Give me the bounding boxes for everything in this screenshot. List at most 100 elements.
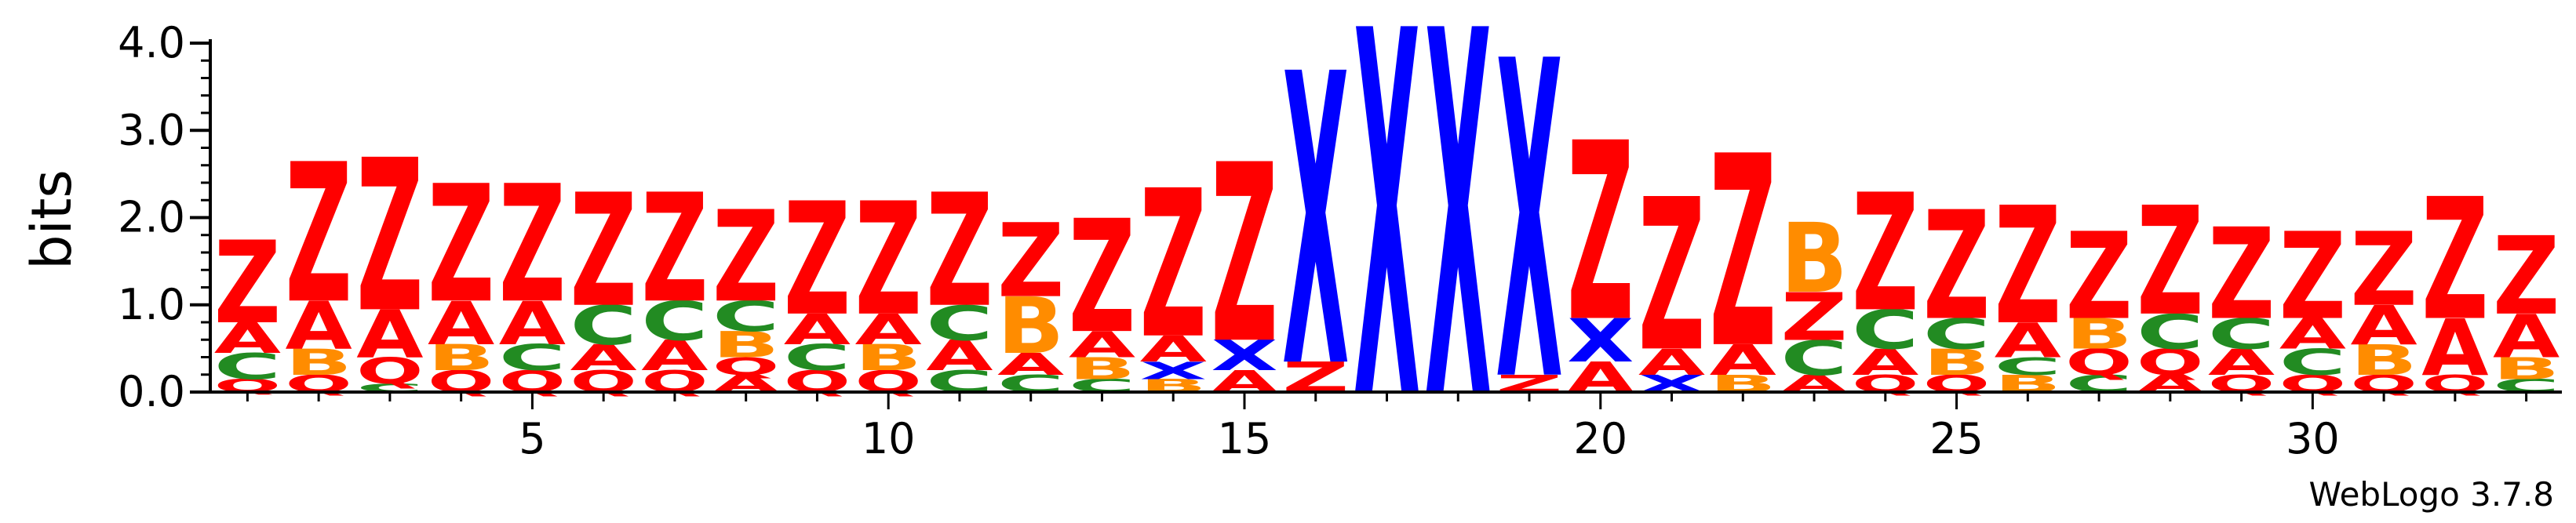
logo-letter-b: B: [1923, 342, 1990, 383]
logo-letter-a: A: [1995, 313, 2061, 369]
logo-letter-z: Z: [1780, 279, 1847, 356]
logo-letter-z: Z: [1995, 172, 2061, 361]
logo-letter-a: A: [1069, 324, 1135, 365]
logo-letter-z: Z: [2421, 162, 2488, 358]
logo-letter-a: A: [1638, 341, 1705, 383]
logo-letter-z: Z: [1140, 147, 1207, 383]
logo-letter-c: C: [926, 296, 993, 351]
logo-letter-z: Z: [712, 185, 779, 331]
logo-letter-z: Z: [1710, 101, 1776, 407]
logo-letter-z: Z: [214, 218, 281, 350]
logo-letter-z: Z: [2065, 209, 2132, 347]
x-tick-label: 15: [1218, 414, 1272, 463]
logo-letter-b: B: [428, 337, 494, 379]
logo-letter-x: X: [1140, 358, 1207, 385]
logo-letter-z: Z: [997, 202, 1064, 321]
logo-letter-z: Z: [428, 151, 494, 340]
logo-letter-c: C: [2208, 310, 2275, 358]
logo-letter-b: B: [1780, 203, 1847, 315]
logo-letter-z: Z: [570, 162, 637, 342]
weblogo-version-label: WebLogo 3.7.8: [2308, 475, 2555, 514]
logo-letter-b: B: [1069, 351, 1135, 387]
logo-letter-z: Z: [641, 163, 708, 336]
logo-letter-z: Z: [2493, 214, 2560, 340]
logo-letter-c: C: [784, 337, 851, 379]
logo-letter-a: A: [2208, 341, 2275, 383]
logo-letter-z: Z: [1638, 154, 1705, 398]
logo-letter-z: Z: [2350, 211, 2417, 329]
y-tick-label: 4.0: [118, 18, 185, 67]
logo-letter-a: A: [2421, 303, 2488, 393]
logo-letter-b: B: [997, 281, 1064, 371]
logo-letter-z: Z: [784, 170, 851, 350]
logo-letter-z: Z: [499, 151, 566, 340]
logo-letter-x: X: [1496, 0, 1562, 478]
logo-letter-a: A: [2350, 294, 2417, 357]
logo-letter-z: Z: [1923, 180, 1990, 354]
logo-letter-c: C: [2279, 341, 2346, 383]
logo-letter-x: X: [1211, 332, 1277, 380]
logo-letter-x: X: [1354, 0, 1420, 511]
logo-letter-q: Q: [2137, 342, 2203, 383]
logo-letter-q: Q: [2065, 342, 2132, 383]
plot-area: QCAZQBAZCQAZQBAZQCAZQACZQACZAQBCZQCAZQBA…: [214, 0, 2560, 511]
logo-letter-x: X: [1425, 0, 1492, 511]
logo-letter-c: C: [214, 346, 281, 387]
logo-letter-a: A: [926, 332, 993, 381]
y-tick-label: 3.0: [118, 105, 185, 154]
logo-letter-a: A: [784, 306, 851, 354]
y-axis: 0.0 1.0 2.0 3.0 4.0: [118, 18, 212, 416]
logo-letter-z: Z: [1069, 188, 1135, 369]
logo-letter-a: A: [428, 289, 494, 358]
logo-letter-a: A: [641, 332, 708, 381]
logo-letter-x: X: [1567, 307, 1634, 376]
y-tick-label: 1.0: [118, 280, 185, 329]
y-tick-label: 2.0: [118, 193, 185, 242]
logo-letter-z: Z: [2137, 176, 2203, 349]
logo-letter-z: Z: [356, 115, 423, 359]
logo-letter-z: Z: [855, 170, 922, 350]
logo-letter-z: Z: [1211, 112, 1277, 398]
logo-letter-c: C: [499, 337, 566, 379]
logo-letter-q: Q: [356, 350, 423, 392]
logo-letter-a: A: [285, 288, 352, 365]
logo-letter-a: A: [997, 347, 1065, 382]
logo-letter-z: Z: [285, 124, 352, 347]
x-tick-label: 5: [519, 414, 545, 463]
logo-letter-a: A: [570, 337, 637, 379]
logo-letter-z: Z: [1567, 91, 1634, 376]
logo-letter-a: A: [2279, 311, 2346, 359]
logo-letter-b: B: [2493, 351, 2560, 387]
logo-letter-a: A: [1140, 329, 1207, 370]
logo-letter-c: C: [570, 294, 637, 357]
logo-letter-z: Z: [2279, 209, 2346, 347]
logo-letter-z: Z: [1852, 159, 1918, 348]
logo-letter-a: A: [499, 289, 566, 358]
x-tick-label: 25: [1929, 414, 1984, 463]
logo-letter-a: A: [1852, 341, 1918, 383]
logo-letter-c: C: [641, 289, 708, 352]
logo-letter-a: A: [1710, 336, 1776, 385]
logo-letter-c: C: [1995, 353, 2061, 381]
logo-letter-a: A: [214, 314, 281, 363]
x-tick-label: 30: [2286, 414, 2340, 463]
x-axis: 5 10 15 20 25 30: [210, 390, 2562, 463]
logo-letter-b: B: [712, 325, 779, 366]
logo-letter-c: C: [712, 292, 779, 341]
x-tick-label: 20: [1573, 414, 1627, 463]
x-tick-label: 10: [862, 414, 916, 463]
logo-letter-b: B: [285, 342, 352, 383]
logo-letter-b: B: [2350, 336, 2417, 384]
logo-letter-z: Z: [2208, 202, 2275, 348]
logo-letter-z: Z: [926, 162, 993, 342]
logo-letter-q: Q: [712, 353, 779, 380]
logo-letter-x: X: [1282, 0, 1349, 457]
logo-letter-b: B: [855, 337, 922, 379]
logo-letter-a: A: [2493, 303, 2560, 372]
logo-letter-b: B: [2065, 310, 2132, 358]
logo-letter-a: A: [356, 296, 424, 373]
y-axis-label: bits: [20, 169, 84, 270]
logo-letter-c: C: [1852, 298, 1918, 361]
logo-letter-c: C: [1780, 330, 1847, 386]
